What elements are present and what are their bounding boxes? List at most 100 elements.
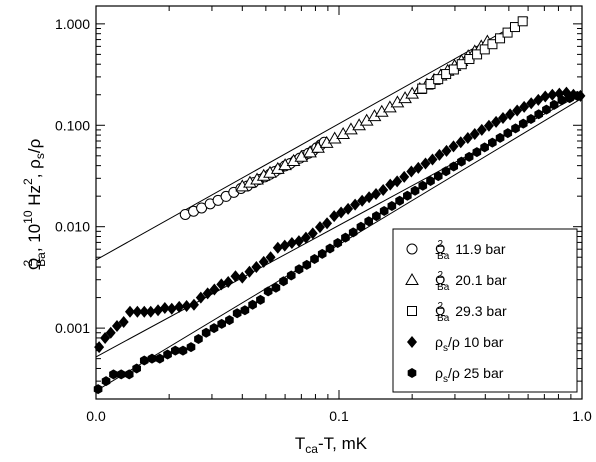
diamond-marker — [159, 301, 170, 314]
hexagon-marker — [109, 369, 118, 380]
hexagon-marker — [426, 176, 435, 187]
hexagon-marker — [325, 243, 335, 254]
legend-entry-label: ρs/ρ 25 bar — [435, 365, 504, 385]
legend: Ω2 Ba 11.9 bar Ω2 Ba 20.1 bar Ω2 Ba 29.3 bar ρs/ρ… — [392, 228, 578, 393]
diamond-marker — [434, 148, 445, 161]
hexagon-marker — [302, 259, 312, 270]
square-marker — [448, 64, 459, 75]
diamond-marker — [188, 298, 199, 311]
diamond-marker — [392, 175, 403, 188]
data-points — [93, 16, 586, 395]
diamond-marker — [519, 100, 530, 113]
hexagon-marker — [194, 334, 203, 345]
diamond-marker — [181, 300, 192, 313]
hexagon-marker — [279, 276, 288, 287]
diamond-marker — [547, 88, 558, 101]
y-tick-label: 0.010 — [55, 219, 90, 235]
hexagon-marker — [248, 299, 257, 310]
diamond-marker — [105, 326, 116, 339]
square-marker — [456, 59, 467, 70]
hexagon-marker — [387, 200, 397, 211]
diamond-marker — [258, 255, 269, 268]
hexagon-marker — [348, 227, 358, 238]
hexagon-marker — [116, 369, 126, 380]
diamond-marker — [307, 227, 318, 240]
square-marker — [517, 16, 528, 27]
fit-line — [95, 17, 529, 261]
legend-entry-label: Ω2 Ba 29.3 bar — [435, 301, 507, 324]
hexagon-marker — [410, 185, 420, 196]
hexagon-marker — [209, 323, 219, 334]
hexagon-marker — [372, 211, 381, 222]
diamond-marker — [407, 336, 417, 348]
diamond-marker — [336, 206, 347, 219]
hexagon-marker — [124, 369, 134, 380]
circle-marker — [406, 243, 418, 255]
hexagon-marker — [139, 355, 149, 366]
diamond-marker — [124, 305, 135, 318]
hexagon-marker — [271, 282, 281, 293]
y-tick-label: 1.000 — [55, 16, 90, 32]
hexagon-marker — [449, 161, 459, 172]
square-marker — [417, 83, 428, 94]
diamond-marker — [491, 115, 502, 128]
axis-titles: Tca-T, mK Ω2Ba, 1010 Hz2, ρs/ρ — [21, 139, 368, 456]
hexagon-marker — [379, 205, 389, 216]
diamond-marker — [244, 265, 255, 278]
diamond-marker — [272, 241, 283, 254]
x-tick-label: 1.0 — [572, 408, 592, 424]
diamond-marker — [223, 275, 234, 288]
hexagon-marker — [147, 353, 157, 364]
hexagon-marker — [464, 151, 474, 162]
hexagon-marker — [573, 90, 582, 101]
hexagon-marker — [240, 305, 250, 316]
hexagon-marker — [263, 286, 273, 297]
hexagon-marker — [407, 368, 417, 378]
legend-box — [392, 228, 578, 393]
diamond-marker — [286, 237, 297, 250]
diamond-marker — [314, 221, 325, 234]
hexagon-marker — [132, 363, 141, 374]
hexagon-marker — [472, 147, 482, 158]
y-axis-title: Ω2Ba, 1010 Hz2, ρs/ρ — [21, 139, 48, 271]
diamond-marker — [251, 261, 262, 274]
diamond-marker — [322, 217, 333, 230]
hexagon-marker — [534, 109, 544, 120]
legend-entry-label: Ω2 Ba 20.1 bar — [435, 270, 507, 293]
hexagon-marker — [333, 238, 343, 249]
hexagon-marker — [232, 308, 242, 319]
hexagon-marker — [256, 294, 265, 305]
hexagon-marker — [356, 221, 366, 232]
hexagon-marker — [317, 248, 327, 259]
diamond-marker — [378, 184, 389, 197]
hexagon-marker — [549, 99, 559, 110]
hexagon-marker — [170, 345, 180, 356]
hexagon-marker — [217, 318, 227, 329]
diamond-marker — [145, 305, 156, 318]
diamond-marker — [441, 144, 452, 157]
hexagon-marker — [341, 232, 350, 243]
hexagon-marker — [201, 327, 211, 338]
hexagon-marker — [557, 95, 567, 106]
legend-entry-label: ρs/ρ 10 bar — [435, 334, 504, 354]
hexagon-marker — [495, 132, 505, 143]
diamond-marker — [497, 111, 508, 124]
diamond-marker — [420, 157, 431, 170]
hexagon-marker — [403, 190, 412, 201]
hexagon-marker — [433, 171, 443, 182]
hexagon-marker — [364, 216, 374, 227]
diamond-marker — [237, 271, 248, 284]
x-tick-label: 0.0 — [86, 408, 106, 424]
square-marker — [479, 44, 490, 55]
x-axis-title: Tca-T, mK — [295, 434, 368, 456]
diamond-marker — [476, 123, 487, 136]
square-marker — [433, 74, 444, 85]
hexagon-marker — [526, 113, 536, 124]
diamond-marker — [371, 188, 382, 201]
hexagon-marker — [542, 104, 551, 115]
diamond-marker — [300, 231, 311, 244]
diamond-marker — [462, 131, 473, 144]
hexagon-marker — [186, 342, 196, 353]
y-tick-label: 0.001 — [55, 320, 90, 336]
